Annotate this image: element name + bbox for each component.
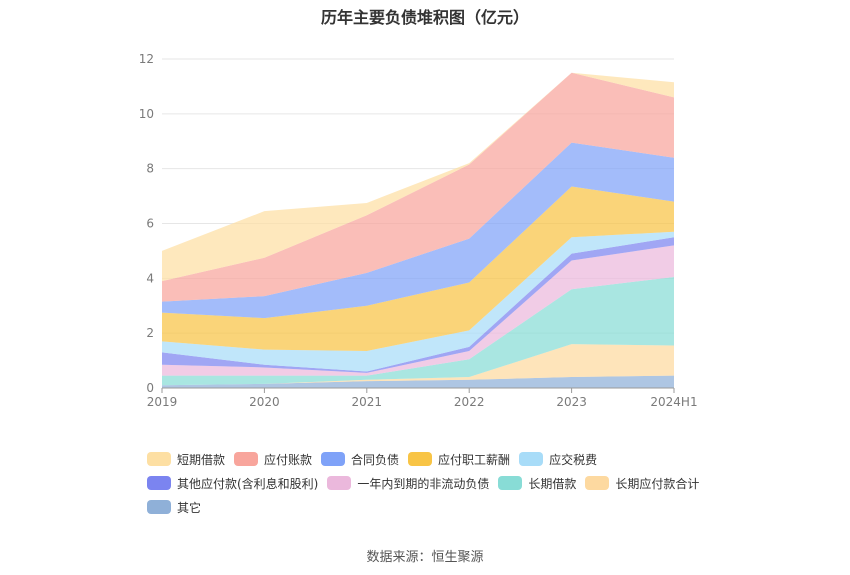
legend-label: 长期借款	[528, 476, 577, 491]
legend-item[interactable]: 长期借款	[498, 475, 576, 492]
area-其他应付款(含利息和股利)	[162, 237, 674, 373]
legend-row: 其它	[147, 495, 747, 519]
legend-label: 合同负债	[351, 452, 400, 467]
legend-swatch	[408, 452, 433, 466]
legend-label: 其它	[177, 500, 202, 515]
area-应付账款	[162, 72, 674, 302]
area-应付职工薪酬	[162, 186, 674, 351]
legend-item[interactable]: 一年内到期的非流动负债	[327, 475, 489, 492]
x-tick-label: 2019	[147, 395, 178, 409]
chart-plot: 0 2 4 6 8 10 12 2019 2020 2021 2022 2023 2024H1	[139, 52, 698, 409]
area-合同负债	[162, 142, 674, 319]
area-series	[162, 72, 674, 388]
area-短期借款	[162, 72, 674, 282]
x-tick-label: 2021	[352, 395, 383, 409]
legend-item[interactable]: 应交税费	[519, 451, 597, 468]
legend-item[interactable]: 其它	[147, 499, 201, 516]
legend-label: 应交税费	[549, 452, 598, 467]
legend-swatch	[321, 452, 346, 466]
legend-item[interactable]: 长期应付款合计	[585, 475, 699, 492]
legend-item[interactable]: 其他应付款(含利息和股利)	[147, 475, 318, 492]
x-tick-label: 2022	[454, 395, 485, 409]
legend-swatch	[147, 452, 171, 466]
x-tick-label: 2020	[249, 395, 280, 409]
legend: 短期借款 应付账款 合同负债 应付职工薪酬 应交税费其他应付款(含利息和股利) 一年内到期…	[147, 447, 747, 519]
legend-swatch	[519, 452, 544, 466]
legend-swatch	[327, 476, 352, 490]
legend-item[interactable]: 合同负债	[321, 451, 399, 468]
source-note: 数据来源：恒生聚源	[366, 550, 484, 565]
y-tick-label: 2	[146, 326, 154, 340]
legend-swatch	[147, 476, 171, 490]
area-其它	[162, 375, 674, 388]
legend-row: 其他应付款(含利息和股利) 一年内到期的非流动负债 长期借款 长期应付款合计	[147, 471, 747, 495]
chart-title: 历年主要负债堆积图（亿元）	[320, 8, 529, 27]
legend-swatch	[498, 476, 523, 490]
legend-label: 一年内到期的非流动负债	[357, 476, 490, 491]
y-tick-label: 12	[139, 52, 154, 66]
area-一年内到期的非流动负债	[162, 245, 674, 376]
y-tick-label: 10	[139, 107, 154, 121]
legend-item[interactable]: 应付账款	[234, 451, 312, 468]
legend-label: 长期应付款合计	[615, 476, 700, 491]
legend-item[interactable]: 应付职工薪酬	[408, 451, 510, 468]
area-应交税费	[162, 231, 674, 372]
area-长期应付款合计	[162, 344, 674, 386]
legend-row: 短期借款 应付账款 合同负债 应付职工薪酬 应交税费	[147, 447, 747, 471]
y-tick-label: 4	[146, 271, 154, 285]
legend-item[interactable]: 短期借款	[147, 451, 225, 468]
legend-label: 其他应付款(含利息和股利)	[177, 476, 319, 491]
legend-swatch	[585, 476, 610, 490]
area-长期借款	[162, 276, 674, 386]
x-tick-label: 2024H1	[650, 395, 697, 409]
x-tick-label: 2023	[556, 395, 587, 409]
y-tick-label: 0	[146, 381, 154, 395]
legend-label: 应付账款	[264, 452, 313, 467]
axes: 0 2 4 6 8 10 12 2019 2020 2021 2022 2023 2024H1	[139, 52, 698, 409]
legend-swatch	[147, 500, 171, 514]
legend-swatch	[234, 452, 259, 466]
y-tick-label: 8	[146, 162, 154, 176]
legend-label: 应付职工薪酬	[438, 452, 511, 467]
y-tick-label: 6	[146, 217, 154, 231]
legend-label: 短期借款	[177, 452, 226, 467]
